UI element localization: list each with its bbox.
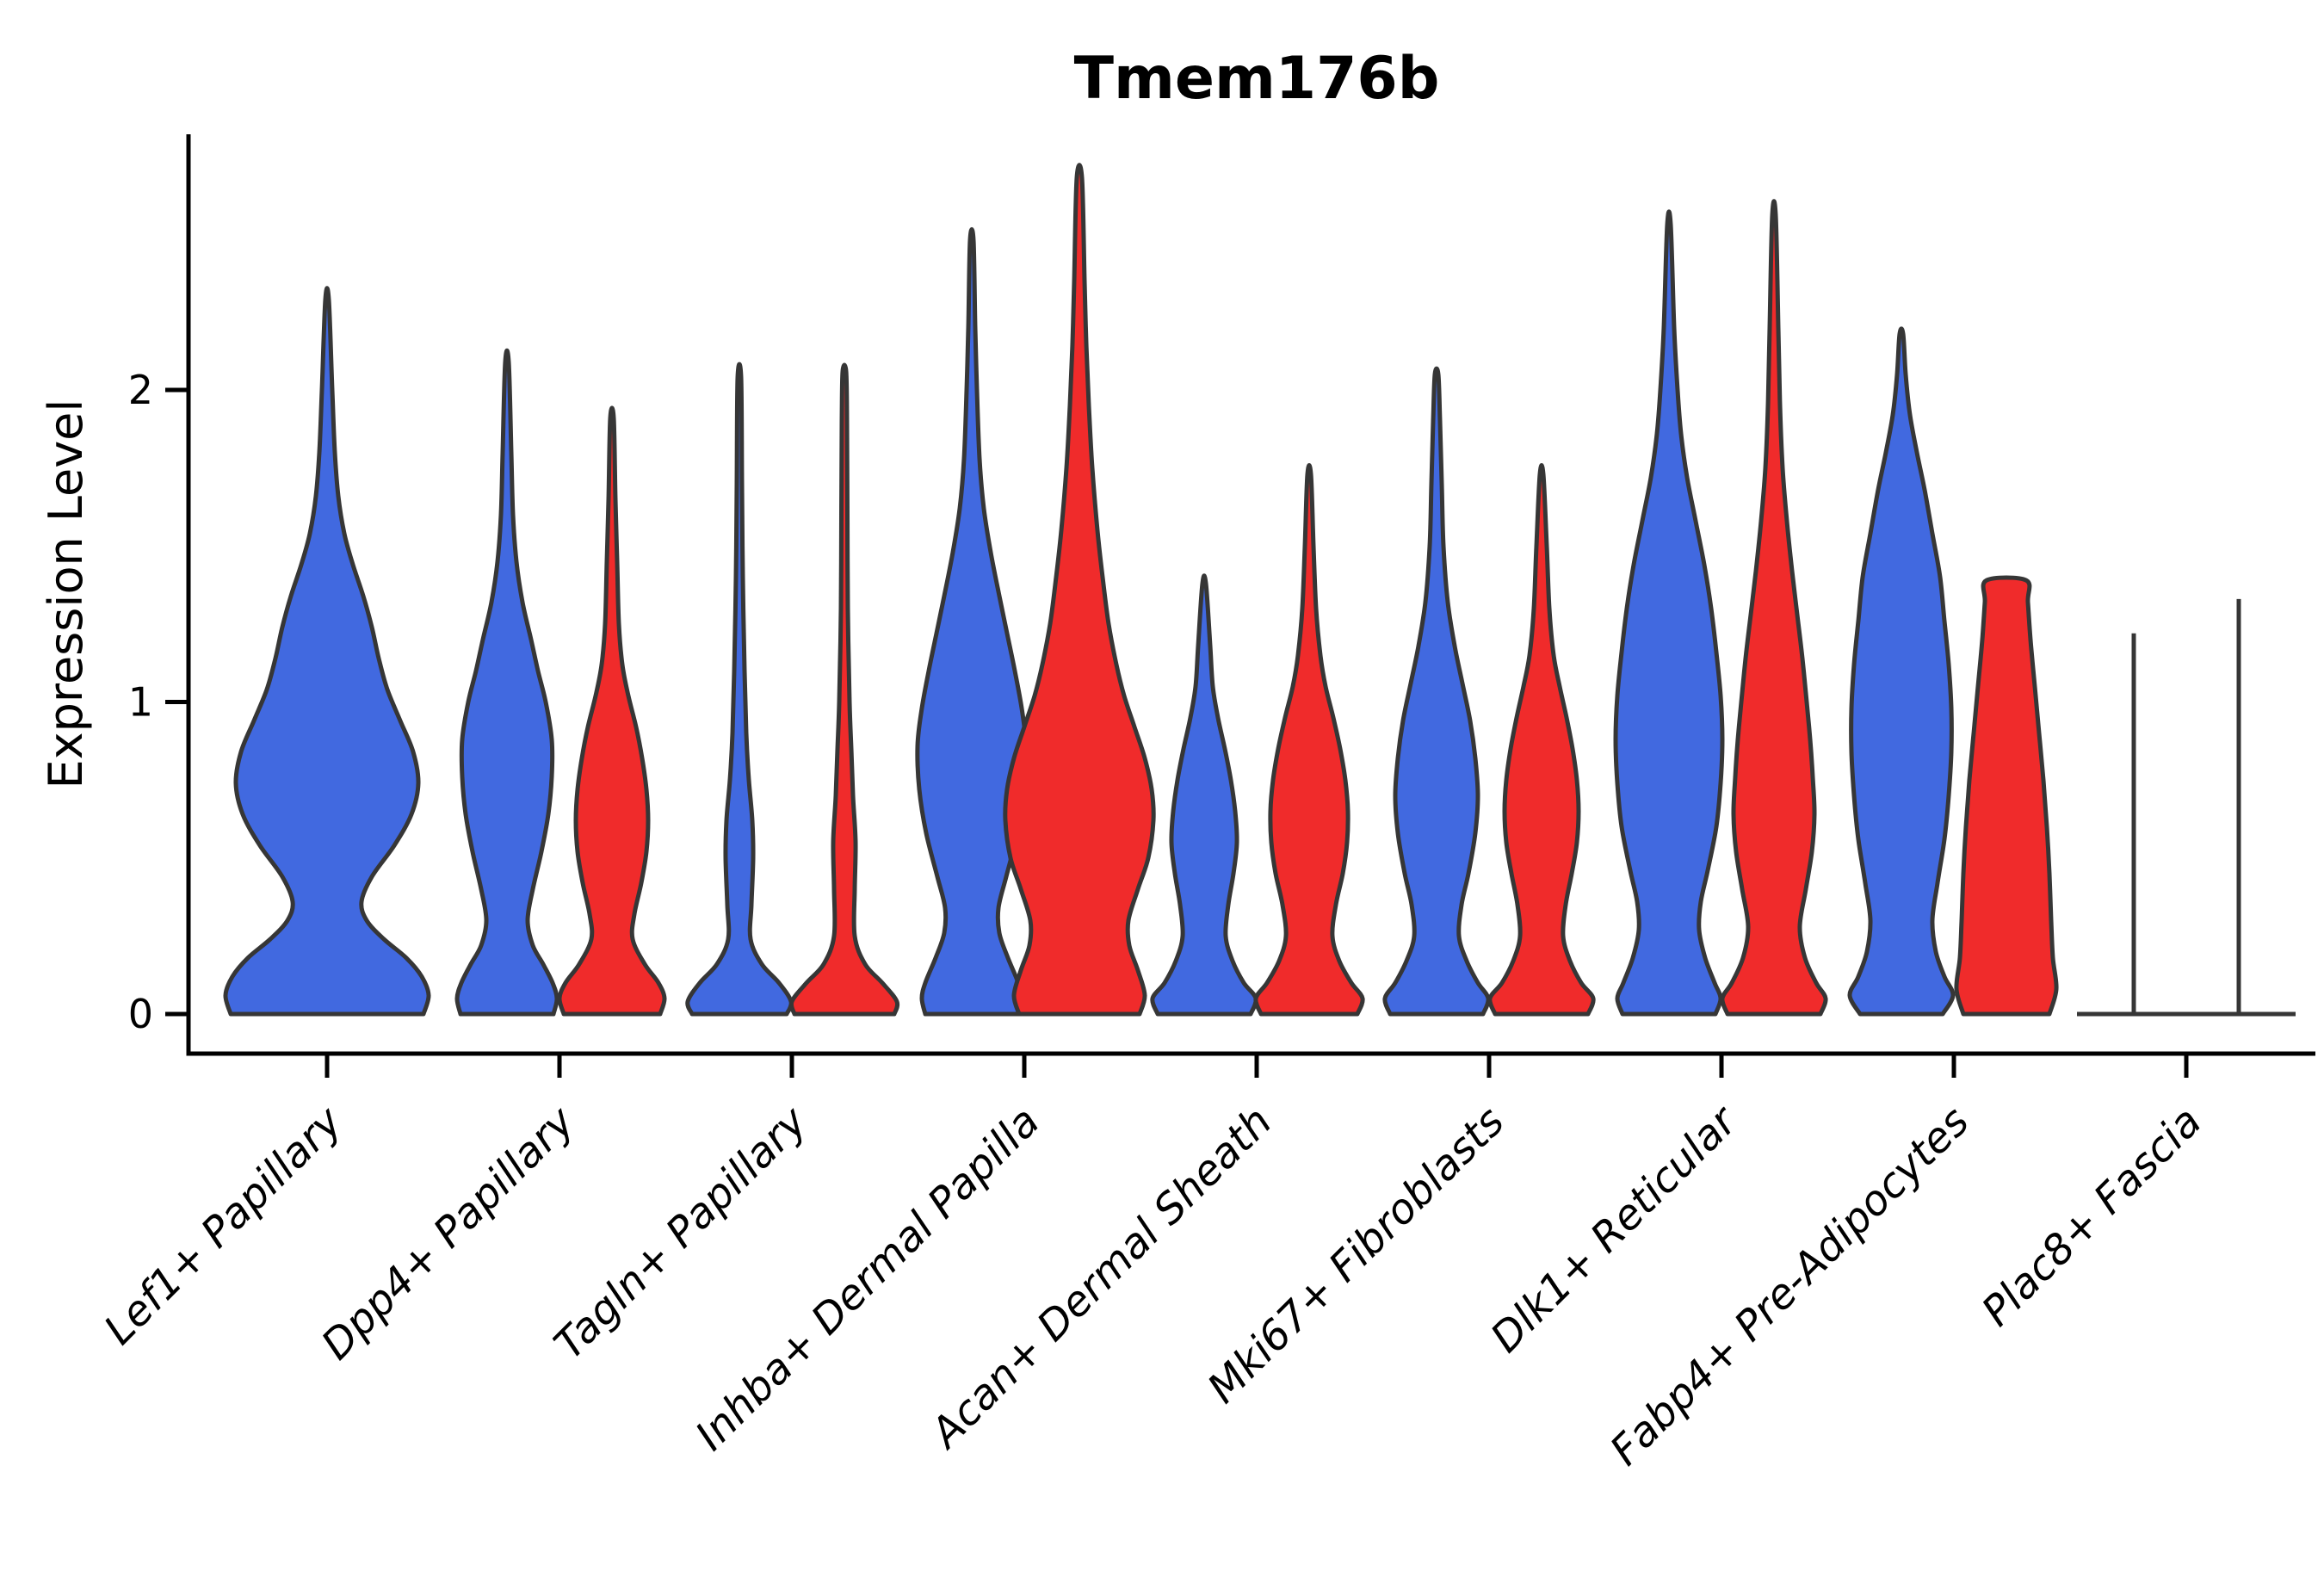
x-category-label: Dpp4+ Papillary [312,1097,584,1369]
violin-blue [915,226,1029,1017]
violin-red [788,362,900,1017]
violin-shapes [223,163,2296,1017]
x-category-label: Tagln+ Papillary [545,1097,817,1369]
violin-plot-canvas: Tmem176b Expression Level 0 1 2 Lef1+ Papil… [39,45,2315,1475]
violin-red [1954,575,2059,1017]
y-tick-label: 2 [128,367,153,413]
violin-blue [223,286,431,1017]
violin-blue [1150,573,1258,1017]
violin-red-collapsed [2182,598,2296,1017]
violin-red [557,405,667,1017]
violin-blue [454,348,559,1017]
x-category-label: Plac8+ Fascia [1973,1098,2211,1336]
violin-red [1003,163,1156,1017]
violin-red [1720,199,1828,1017]
y-tick-label: 1 [128,679,153,726]
violin-blue [1382,366,1491,1017]
violin-red [1253,462,1365,1017]
violin-red [1487,462,1596,1017]
violin-blue [685,362,794,1017]
violin-blue-collapsed [2077,633,2191,1017]
chart-title: Tmem176b [1074,45,1440,113]
violin-plot-figure: Tmem176b Expression Level 0 1 2 Lef1+ Papil… [34,14,2324,1563]
y-tick-label: 0 [128,991,153,1037]
y-axis-label: Expression Level [39,399,93,789]
x-category-label: Dlk1+ Reticular [1481,1096,1748,1363]
x-category-label: Lef1+ Papillary [95,1097,352,1354]
violin-blue [1847,326,1956,1017]
violin-blue [1613,209,1725,1017]
